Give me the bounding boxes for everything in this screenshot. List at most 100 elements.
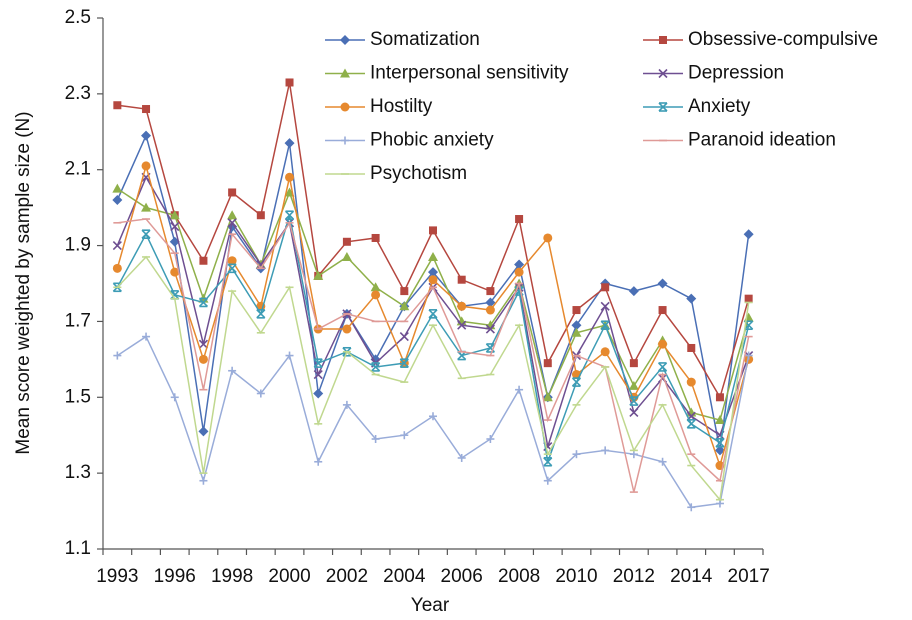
- legend-item: Hostilty: [325, 96, 433, 117]
- marker: [515, 215, 524, 224]
- marker: [600, 301, 610, 311]
- marker: [687, 503, 696, 512]
- marker: [256, 389, 265, 398]
- marker: [314, 457, 323, 466]
- marker: [342, 400, 351, 409]
- y-tick-label: 1.3: [65, 462, 91, 483]
- marker: [543, 359, 552, 368]
- marker: [371, 233, 380, 242]
- marker: [486, 435, 495, 444]
- marker: [485, 297, 496, 308]
- y-tick-label: 1.7: [65, 310, 91, 331]
- marker: [112, 183, 123, 193]
- marker: [514, 259, 525, 270]
- marker: [542, 392, 553, 402]
- marker: [285, 172, 295, 182]
- x-tick-label: 1998: [211, 566, 253, 587]
- marker: [342, 324, 352, 334]
- marker: [112, 263, 122, 273]
- series-line: [116, 188, 750, 421]
- marker: [198, 354, 208, 364]
- y-tick-label: 2.1: [65, 159, 91, 180]
- marker: [399, 358, 409, 368]
- marker: [457, 453, 466, 462]
- marker: [170, 267, 180, 277]
- marker: [715, 393, 724, 402]
- marker: [744, 351, 753, 360]
- marker: [429, 226, 437, 235]
- marker: [170, 393, 179, 402]
- marker: [285, 78, 294, 87]
- x-tick-label: 2000: [268, 566, 310, 587]
- marker: [515, 385, 524, 394]
- marker: [112, 195, 123, 206]
- legend-item: Depression: [643, 63, 784, 84]
- marker: [256, 309, 266, 319]
- marker: [428, 267, 438, 278]
- x-tick-label: 2004: [383, 566, 426, 587]
- marker: [371, 290, 381, 300]
- series-line: [116, 175, 750, 447]
- legend-item: Phobic anxiety: [325, 130, 494, 151]
- marker: [743, 312, 754, 322]
- marker: [429, 412, 437, 421]
- marker: [628, 286, 639, 297]
- y-tick-label: 2.5: [65, 7, 91, 28]
- marker: [340, 68, 350, 78]
- marker: [572, 306, 581, 315]
- marker: [657, 278, 668, 289]
- marker: [543, 476, 552, 485]
- marker: [629, 396, 639, 406]
- legend-label: Somatization: [370, 29, 480, 50]
- marker: [370, 282, 381, 292]
- marker: [658, 306, 667, 315]
- marker: [141, 229, 151, 239]
- marker: [428, 309, 438, 319]
- marker: [428, 275, 438, 285]
- marker: [199, 476, 208, 485]
- marker: [659, 36, 667, 44]
- marker: [601, 283, 610, 292]
- marker: [340, 102, 350, 112]
- x-tick-label: 2012: [613, 566, 655, 587]
- marker: [571, 377, 582, 387]
- marker: [284, 138, 295, 149]
- x-tick-label: 1996: [154, 566, 196, 587]
- marker: [227, 210, 238, 220]
- marker: [313, 358, 323, 368]
- x-tick-label: 2006: [441, 566, 483, 587]
- marker: [342, 237, 351, 246]
- marker: [341, 251, 352, 261]
- marker: [313, 270, 324, 280]
- marker: [658, 102, 668, 112]
- marker: [629, 359, 638, 368]
- marker: [714, 415, 725, 425]
- legend-label: Anxiety: [688, 96, 751, 117]
- marker: [228, 366, 237, 375]
- marker: [687, 343, 696, 352]
- legend-item: Anxiety: [643, 96, 751, 117]
- marker: [486, 287, 495, 296]
- marker: [141, 130, 152, 141]
- marker: [428, 251, 438, 261]
- marker: [743, 229, 754, 240]
- marker: [341, 136, 349, 145]
- x-tick-label: 2017: [728, 566, 770, 587]
- marker: [600, 347, 610, 357]
- x-tick-label: 2002: [326, 566, 368, 587]
- marker: [658, 339, 668, 349]
- legend-label: Phobic anxiety: [370, 130, 494, 151]
- marker: [485, 305, 495, 315]
- marker: [457, 275, 466, 284]
- marker: [686, 419, 696, 429]
- marker: [340, 35, 350, 45]
- legend-label: Hostilty: [370, 96, 433, 117]
- marker: [629, 407, 639, 418]
- legend-label: Obsessive-compulsive: [688, 29, 878, 50]
- marker: [399, 301, 410, 311]
- marker: [198, 339, 209, 349]
- marker: [400, 287, 409, 296]
- x-axis-title: Year: [411, 595, 450, 616]
- y-tick-label: 1.5: [65, 386, 91, 407]
